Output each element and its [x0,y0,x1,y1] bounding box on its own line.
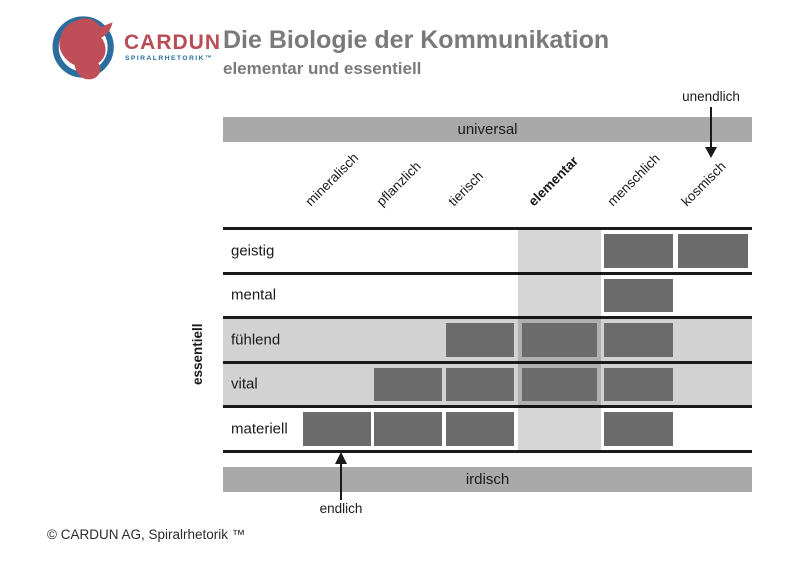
matrix-block-vital-tierisch [446,367,514,401]
brand-tagline: SPIRALRHETORIK™ [125,55,214,62]
irdisch-bar: irdisch [223,467,752,492]
matrix-block-materiell-pflanzlich [374,412,442,446]
matrix-block-vital-pflanzlich [374,367,442,401]
matrix-block-fühlend-tierisch [446,323,514,357]
unendlich-label: unendlich [682,89,740,104]
cardun-logo: CARDUN SPIRALRHETORIK™ [48,11,221,83]
column-header-elementar: elementar [524,153,581,209]
matrix-grid: geistig mental fühlend vital materiell [223,227,752,453]
matrix-block-materiell-tierisch [446,412,514,446]
matrix-block-vital-elementar [522,367,597,401]
endlich-label: endlich [319,501,363,516]
page-title: Die Biologie der Kommunikation [223,26,610,54]
matrix-block-fühlend-menschlich [604,323,673,357]
page-subtitle: elementar und essentiell [223,59,422,78]
row-label: fühlend [231,331,281,349]
matrix-row-geistig: geistig [223,230,752,272]
matrix-row-materiell: materiell [223,405,752,450]
matrix-row-mental: mental [223,271,752,316]
row-label: vital [231,375,258,393]
matrix-row-vital: vital [223,360,752,405]
row-label: materiell [231,420,288,438]
row-label: geistig [231,242,275,260]
column-headers: mineralisch pflanzlich tierisch elementar me… [223,145,752,227]
essentiell-axis-label: essentiell [190,323,205,385]
matrix-block-materiell-menschlich [604,412,673,446]
cardun-logo-icon [52,16,114,80]
row-label: mental [231,286,277,304]
column-header-mineralisch: mineralisch [302,150,362,209]
column-header-pflanzlich: pflanzlich [373,158,424,209]
column-header-tierisch: tierisch [445,168,487,209]
irdisch-bar-label: irdisch [465,471,510,488]
matrix-block-mental-menschlich [604,278,673,312]
universal-bar-label: universal [457,121,518,138]
universal-bar: universal [223,117,752,142]
matrix-block-vital-menschlich [604,367,673,401]
footer-copyright: © CARDUN AG, Spiralrhetorik ™ [47,527,246,542]
matrix-block-fühlend-elementar [522,323,597,357]
matrix-block-geistig-menschlich [604,234,673,268]
matrix-row-fühlend: fühlend [223,316,752,361]
matrix-block-materiell-mineralisch [303,412,371,446]
column-header-menschlich: menschlich [603,150,663,209]
column-header-kosmisch: kosmisch [678,158,729,209]
matrix-block-geistig-kosmisch [678,234,748,268]
brand-name: CARDUN [124,31,221,54]
